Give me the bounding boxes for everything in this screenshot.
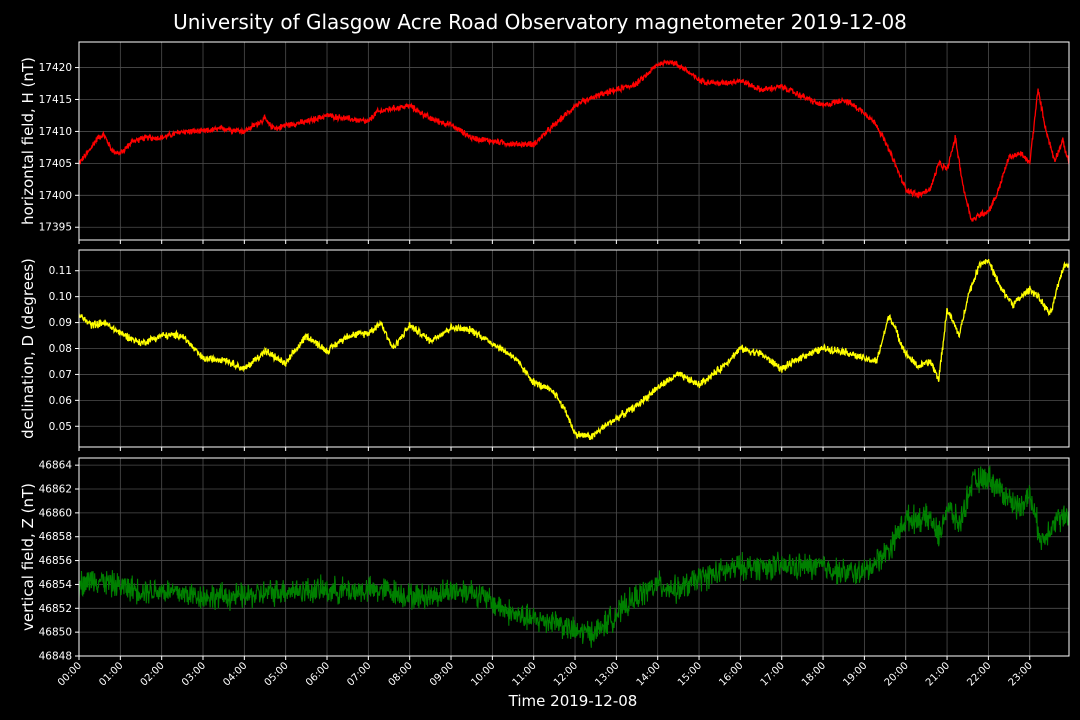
panel-3: 46848 46850 46852 46854 46856 46858 46860 46862… [19, 457, 1070, 663]
x-axis-label: Time 2019-12-08 [508, 692, 638, 710]
y-tick-label: 0.09 [49, 317, 72, 329]
y-tick-label: 17420 [39, 62, 72, 74]
y-tick-label: 0.11 [49, 265, 72, 277]
y-tick-label: 46862 [39, 484, 72, 496]
chart-title: University of Glasgow Acre Road Observat… [173, 10, 907, 34]
y-tick-label: 46858 [39, 531, 72, 543]
panel-1: 17395 17400 17405 17410 17415 17420horizontal… [19, 41, 1070, 244]
y-tick-label: 17400 [39, 190, 72, 202]
series-line-3 [79, 465, 1069, 648]
series-line-2 [79, 259, 1069, 441]
y-axis-label: declination, D (degrees) [19, 258, 37, 439]
panel-2: 0.05 0.06 0.07 0.08 0.09 0.10 0.11 declination,… [19, 249, 1070, 451]
y-tick-label: 0.06 [49, 395, 73, 407]
panel-frame [78, 457, 1070, 657]
y-tick-label: 46854 [39, 579, 73, 591]
y-tick-label: 46850 [39, 627, 72, 639]
y-tick-label: 0.08 [49, 343, 72, 355]
y-tick-label: 46864 [39, 460, 73, 472]
y-tick-label: 0.07 [49, 369, 72, 381]
panel-frame [78, 41, 1070, 241]
series-line-1 [79, 59, 1069, 222]
y-tick-label: 46860 [39, 507, 72, 519]
y-tick-label: 17415 [39, 94, 72, 106]
y-axis-label: vertical field, Z (nT) [19, 483, 37, 631]
y-tick-label: 17405 [39, 158, 72, 170]
y-tick-label: 46852 [39, 603, 72, 615]
y-tick-label: 17410 [39, 126, 72, 138]
y-tick-label: 17395 [39, 222, 72, 234]
y-tick-label: 0.05 [49, 421, 72, 433]
y-tick-label: 0.10 [49, 291, 72, 303]
y-axis-label: horizontal field, H (nT) [19, 57, 37, 225]
y-tick-label: 46856 [39, 555, 73, 567]
y-tick-label: 46848 [39, 651, 72, 663]
